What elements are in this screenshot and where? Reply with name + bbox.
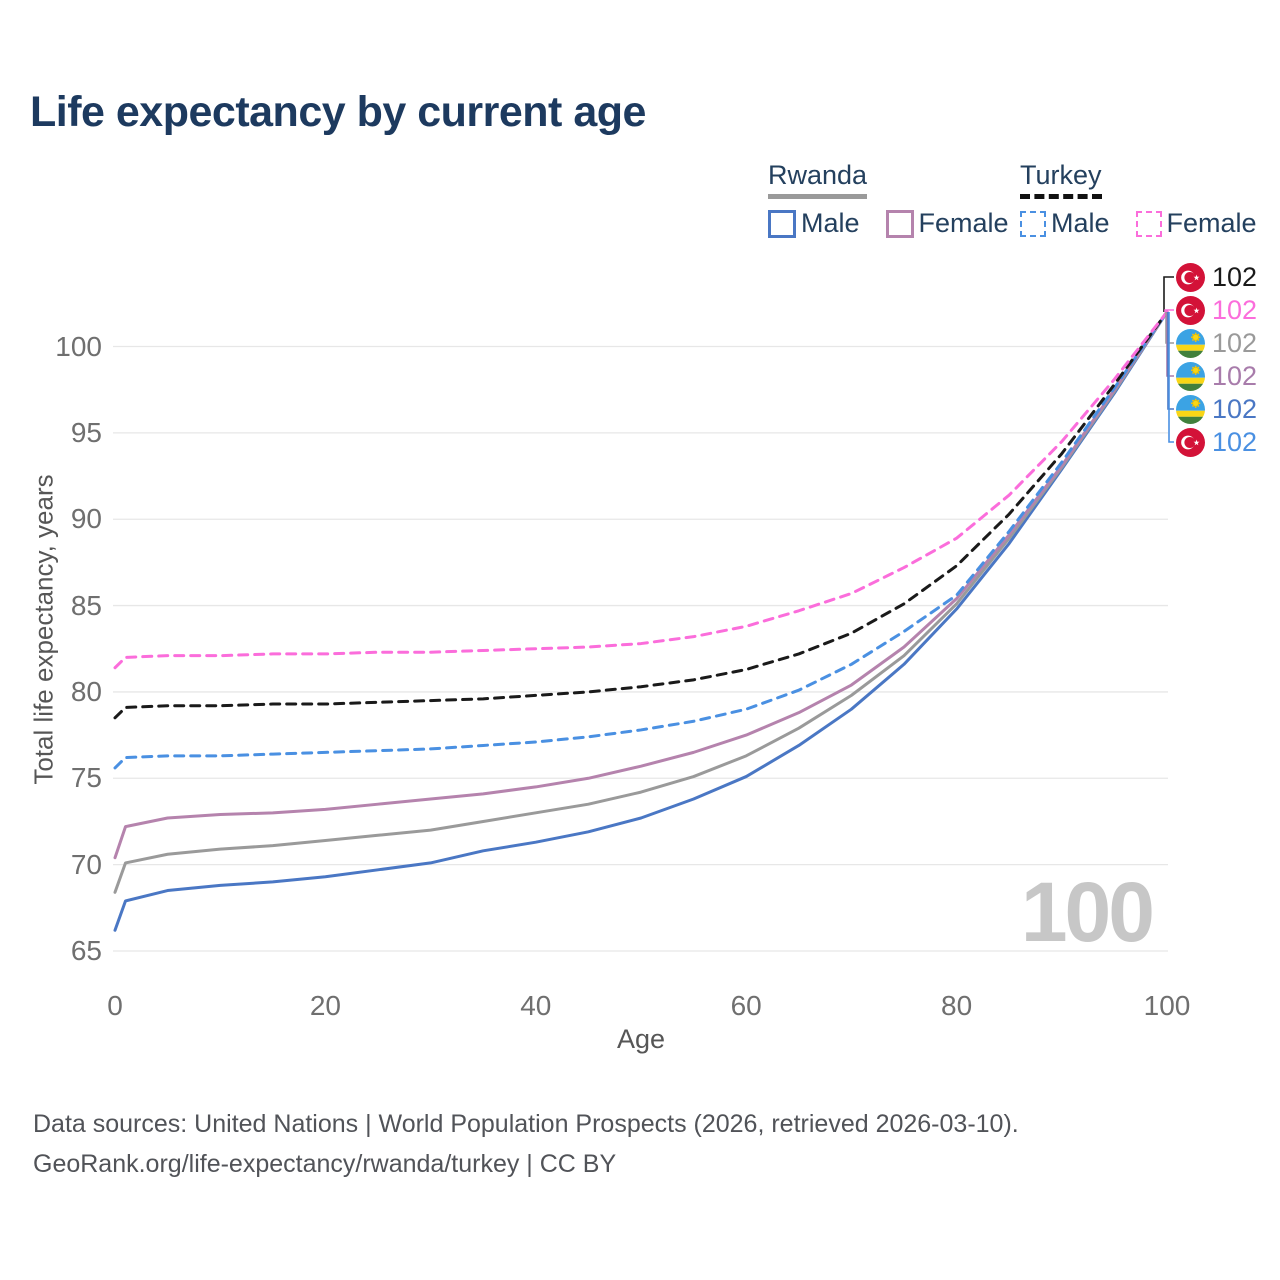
y-tick-label: 85 [70,589,102,621]
end-label-value: 102 [1212,262,1258,292]
end-label-row: 102 [1176,394,1257,424]
legend-group-turkey: Turkey Male Female [1020,160,1257,239]
y-tick-label: 100 [55,330,102,362]
series-line-turkey-female [113,310,1169,670]
end-label-connector [1165,311,1174,344]
end-label-row: 102 [1176,262,1257,292]
y-tick-label: 65 [70,935,102,966]
footer-attribution-link: GeoRank.org/life-expectancy/rwanda/turke… [33,1150,617,1178]
x-tick-label: 20 [309,990,341,1021]
series-line-rwanda-total [113,310,1169,894]
y-tick-label: 70 [70,848,102,880]
legend-country-rwanda: Rwanda [768,160,868,199]
y-tick-label: 80 [70,675,102,707]
end-label-row: 102 [1176,361,1257,391]
end-label-value: 102 [1212,394,1258,424]
x-tick-label: 0 [107,990,123,1021]
rwanda-female-swatch-icon [885,209,914,238]
end-label-value: 102 [1212,427,1258,457]
footer-data-sources: Data sources: United Nations | World Pop… [33,1110,1019,1138]
legend-label: Female [918,208,1009,238]
footer: Data sources: United Nations | World Pop… [33,1104,1019,1184]
legend-item-turkey-female[interactable]: Female [1135,208,1257,239]
end-label-row: 102 [1176,427,1257,457]
end-label-row: 102 [1176,295,1257,325]
series-line-rwanda-female [113,310,1169,860]
series-line-rwanda-male [113,310,1169,932]
end-label-connector [1168,311,1174,443]
y-tick-label: 95 [70,416,102,448]
rwanda-flag-icon [1176,362,1205,391]
end-label-connectors [1163,276,1174,443]
rwanda-flag-icon [1176,329,1205,358]
age-counter-watermark: 100 [1020,865,1155,959]
legend-label: Male [1051,208,1110,238]
legend-item-turkey-male[interactable]: Male [1020,208,1110,239]
end-label-connector [1167,311,1174,410]
turkey-female-swatch-icon [1135,210,1162,237]
turkey-flag-icon [1176,296,1205,325]
gridlines [113,345,1168,952]
x-tick-label: 100 [1143,990,1191,1021]
y-tick-label: 90 [70,503,102,535]
series-lines [113,310,1169,932]
legend-label: Male [801,208,860,238]
end-label-value: 102 [1212,295,1258,325]
series-line-turkey-male [113,310,1169,770]
end-label-value: 102 [1212,361,1258,391]
y-tick-label: 75 [70,762,102,794]
legend-country-turkey: Turkey [1020,160,1102,199]
legend-group-rwanda: Rwanda Male Female [768,160,1009,239]
end-label-connector [1166,311,1174,377]
y-axis-title: Total life expectancy, years [28,474,59,785]
end-label-value: 102 [1212,328,1258,358]
legend-item-rwanda-female[interactable]: Female [885,208,1009,239]
turkey-flag-icon [1176,263,1205,292]
legend-item-rwanda-male[interactable]: Male [768,208,860,239]
x-tick-label: 40 [520,990,552,1021]
end-label-row: 102 [1176,328,1257,358]
page-title: Life expectancy by current age [30,88,646,136]
x-axis-title: Age [616,1024,666,1054]
rwanda-male-swatch-icon [768,209,796,238]
rwanda-flag-icon [1176,395,1205,424]
end-label-connector [1164,309,1174,312]
x-tick-label: 60 [730,990,762,1021]
turkey-flag-icon [1176,428,1205,457]
x-tick-label: 80 [941,990,973,1021]
series-line-turkey-total [113,310,1169,720]
end-label-connector [1163,276,1174,312]
turkey-male-swatch-icon [1020,210,1046,237]
legend-label: Female [1166,208,1257,238]
